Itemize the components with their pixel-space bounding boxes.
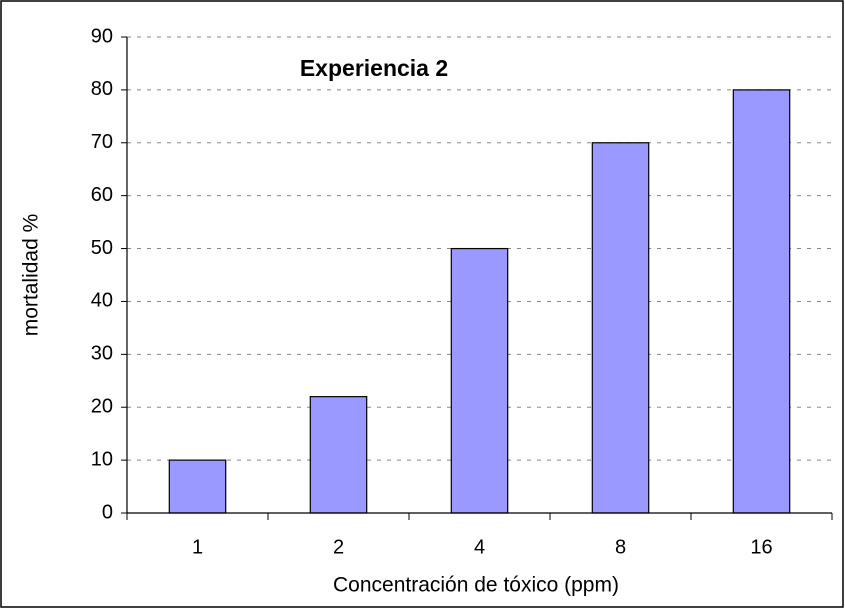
- x-tick-label: 8: [615, 536, 626, 558]
- y-tick-label: 80: [91, 78, 113, 100]
- x-axis-label: Concentración de tóxico (ppm): [333, 574, 619, 597]
- bar: [309, 396, 368, 514]
- y-tick-label: 90: [91, 25, 113, 47]
- y-tick-label: 70: [91, 131, 113, 153]
- x-tick-label: 2: [333, 536, 344, 558]
- bar: [591, 142, 650, 514]
- y-axis-label: mortalidad %: [20, 214, 43, 337]
- y-tick-label: 40: [91, 290, 113, 312]
- bar: [450, 247, 509, 514]
- x-tick-label: 16: [750, 536, 772, 558]
- y-tick-label: 60: [91, 184, 113, 206]
- chart-title: Experiencia 2: [300, 55, 448, 81]
- y-tick-label: 30: [91, 343, 113, 365]
- y-tick-label: 50: [91, 237, 113, 259]
- x-tick-label: 1: [192, 536, 203, 558]
- y-tick-label: 20: [91, 396, 113, 418]
- bar: [168, 459, 227, 514]
- bar: [732, 89, 791, 514]
- y-tick-label: 10: [91, 448, 113, 470]
- y-tick-label: 0: [102, 501, 113, 523]
- x-tick-label: 4: [474, 536, 485, 558]
